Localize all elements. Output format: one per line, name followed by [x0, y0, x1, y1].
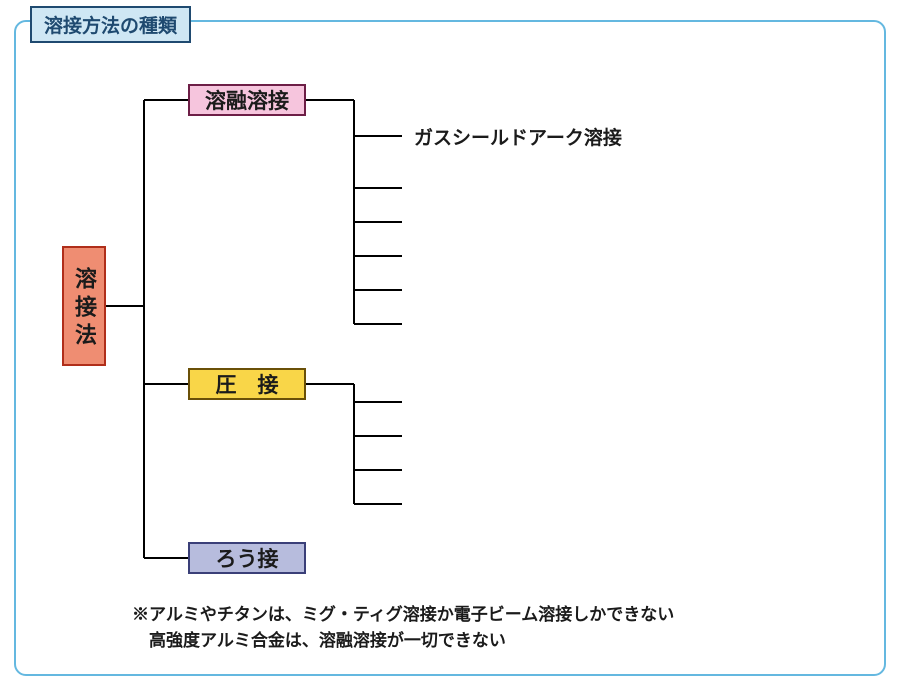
footnote-line: ※アルミやチタンは、ミグ・ティグ溶接か電子ビーム溶接しかできない — [132, 600, 674, 625]
branch-node: ろう接 — [188, 542, 306, 574]
footnote-line: 高強度アルミ合金は、溶融溶接が一切できない — [132, 626, 506, 651]
branch-node: 溶融溶接 — [188, 84, 306, 116]
diagram-frame: 溶接方法の種類 溶接法溶融溶接ガスシールドアーク溶接圧 接ろう接※アルミやチタン… — [14, 20, 886, 676]
root-node: 溶接法 — [62, 246, 106, 366]
branch-node: 圧 接 — [188, 368, 306, 400]
leaf-label: ガスシールドアーク溶接 — [414, 123, 622, 150]
connector-lines — [16, 22, 888, 678]
